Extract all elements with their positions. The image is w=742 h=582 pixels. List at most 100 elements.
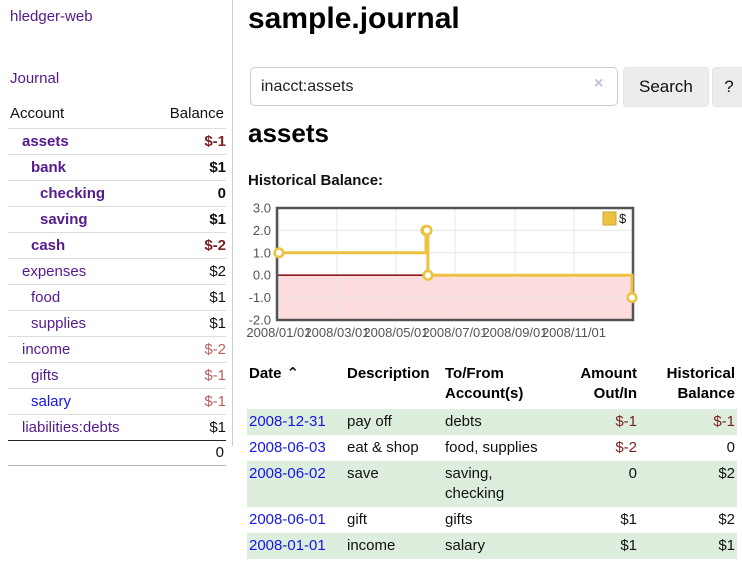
register-table-body: 2008-12-31 pay off debts $-1 $-1 2008-06-03 ea… (247, 409, 737, 559)
historical-balance-chart: 3.0 2.0 1.0 0.0 -1.0 -2.0 2008/01/01 2008/03/01… (246, 201, 670, 353)
account-name-cell: expenses (8, 258, 152, 285)
transaction-accounts: saving, checking (445, 465, 505, 502)
plot-border (275, 206, 635, 322)
transaction-description: save (347, 465, 379, 482)
account-name-cell: cash (8, 232, 152, 259)
transaction-description: income (347, 537, 396, 554)
y-tick-label: 3.0 (253, 201, 271, 216)
y-tick-label: 2.0 (253, 223, 271, 238)
y-tick-label: -2.0 (249, 313, 271, 328)
x-tick-label: 2008/01/01 (246, 325, 311, 340)
account-link-salary[interactable]: salary (31, 393, 72, 410)
account-name-cell: food (8, 284, 152, 311)
account-balance: $2 (151, 258, 226, 285)
chart-canvas: 3.0 2.0 1.0 0.0 -1.0 -2.02008/01/012008/03/01… (246, 201, 638, 340)
data-point-marker (421, 224, 433, 236)
account-row: assets $-1 (8, 128, 226, 155)
account-link-checking[interactable]: checking (40, 185, 106, 202)
search-input[interactable] (250, 67, 618, 106)
account-link-food[interactable]: food (31, 289, 61, 306)
account-link-liabilities-debts[interactable]: liabilities:debts (22, 419, 120, 436)
sidebar: hledger-web Journal Account Balance asse… (0, 0, 233, 466)
account-row: expenses $2 (8, 258, 226, 285)
account-link-gifts[interactable]: gifts (31, 367, 59, 384)
clear-search-icon[interactable]: × (594, 75, 604, 92)
main-content: sample.journal × Search ? assets Histori… (246, 0, 742, 582)
search-help-button[interactable]: ? (712, 67, 742, 107)
account-link-bank[interactable]: bank (31, 159, 67, 176)
account-balance: $1 (151, 206, 226, 233)
account-link-assets[interactable]: assets (22, 133, 69, 150)
account-name-cell: gifts (8, 362, 152, 389)
transaction-description: eat & shop (347, 439, 419, 456)
sort-asc-icon: ⌃ (286, 365, 300, 382)
account-link-income[interactable]: income (22, 341, 71, 358)
y-tick-label: 0.0 (253, 268, 271, 283)
account-balance: $-2 (151, 336, 226, 363)
transaction-row: 2008-06-02 save saving, checking 0 $2 (247, 461, 737, 507)
transaction-balance: 0 (726, 439, 735, 456)
account-name-cell: checking (8, 180, 152, 207)
transaction-row: 2008-12-31 pay off debts $-1 $-1 (247, 409, 737, 435)
transaction-accounts: food, supplies (445, 439, 538, 456)
account-row: saving $1 (8, 206, 226, 233)
accounts-header-balance: Balance (169, 105, 224, 122)
account-name-cell: bank (8, 154, 152, 181)
col-header-description: Description (347, 365, 430, 382)
register-table: Date ⌃ Description To/From Account(s) Amount O… (247, 362, 737, 559)
accounts-table-body: assets $-1 bank $1 checking 0 saving $1 cash $-2 e… (8, 128, 226, 441)
transaction-date-cell: 2008-12-31 (247, 409, 345, 435)
account-balance: $-2 (151, 232, 226, 259)
transaction-date-link[interactable]: 2008-06-02 (249, 465, 326, 482)
x-tick-label: 2008/09/01 (482, 325, 547, 340)
account-name-cell: saving (8, 206, 152, 233)
transaction-date-cell: 2008-01-01 (247, 533, 345, 559)
transaction-date-link[interactable]: 2008-01-01 (249, 537, 326, 554)
account-link-supplies[interactable]: supplies (31, 315, 87, 332)
account-link-expenses[interactable]: expenses (22, 263, 87, 280)
account-link-cash[interactable]: cash (31, 237, 66, 254)
account-balance: 0 (151, 180, 226, 207)
transaction-balance: $-1 (713, 413, 735, 430)
transaction-amount: $-2 (615, 439, 637, 456)
account-name-cell: liabilities:debts (8, 414, 152, 441)
transaction-date-cell: 2008-06-03 (247, 435, 345, 461)
account-heading: assets (248, 118, 329, 148)
app-title-link[interactable]: hledger-web (10, 8, 93, 25)
chart-title: Historical Balance: (248, 172, 384, 189)
sidebar-item-journal[interactable]: Journal (10, 70, 60, 87)
account-name-cell: income (8, 336, 152, 363)
col-header-date[interactable]: Date ⌃ (249, 365, 300, 382)
account-name-cell: salary (8, 388, 152, 415)
account-name-cell: assets (8, 128, 152, 155)
search-button[interactable]: Search (623, 67, 709, 107)
account-row: bank $1 (8, 154, 226, 181)
transaction-date-link[interactable]: 2008-12-31 (249, 413, 326, 430)
accounts-header-account: Account (10, 105, 65, 122)
transaction-row: 2008-06-03 eat & shop food, supplies $-2 0 (247, 435, 737, 461)
account-link-saving[interactable]: saving (40, 211, 88, 228)
account-row: income $-2 (8, 336, 226, 363)
account-row: liabilities:debts $1 (8, 414, 226, 441)
account-balance: $-1 (151, 362, 226, 389)
data-point-marker (422, 269, 434, 281)
register-header-row: Date ⌃ Description To/From Account(s) Amount O… (247, 362, 737, 409)
account-balance: $-1 (151, 128, 226, 155)
accounts-total-spacer (8, 440, 152, 466)
transaction-accounts: salary (445, 537, 486, 554)
page-title: sample.journal (248, 2, 460, 35)
col-header-balance: Historical Balance (666, 365, 735, 402)
search-form: × Search ? (250, 67, 742, 107)
transaction-row: 2008-01-01 income salary $1 $1 (247, 533, 737, 559)
account-row: gifts $-1 (8, 362, 226, 389)
account-row: food $1 (8, 284, 226, 311)
transaction-accounts: debts (445, 413, 482, 430)
account-balance: $-1 (151, 388, 226, 415)
transaction-balance: $1 (718, 537, 735, 554)
transaction-date-link[interactable]: 2008-06-01 (249, 511, 326, 528)
y-tick-label: 1.0 (253, 245, 271, 260)
account-row: cash $-2 (8, 232, 226, 259)
transaction-amount: $1 (620, 511, 637, 528)
transaction-amount: 0 (628, 465, 637, 482)
transaction-date-link[interactable]: 2008-06-03 (249, 439, 326, 456)
